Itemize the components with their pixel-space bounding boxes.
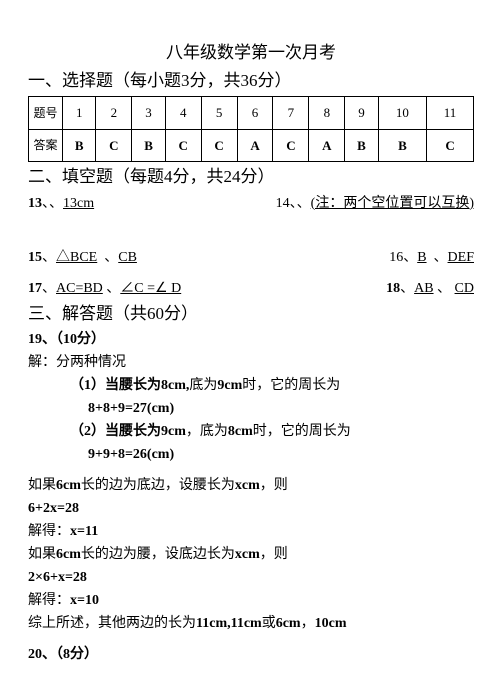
q17-num: 17 <box>28 281 42 296</box>
text: 、 <box>42 250 56 265</box>
q14-label: 14、、 <box>276 196 311 211</box>
num-cell: 1 <box>63 97 96 130</box>
num-cell: 11 <box>427 97 474 130</box>
header-cell: 题号 <box>29 97 63 130</box>
text: 、 <box>437 281 451 296</box>
ans-cell: B <box>63 129 96 162</box>
q17-ans1: AC=BD <box>56 281 103 296</box>
q15-num: 15 <box>28 250 42 265</box>
text: 、 <box>400 281 414 296</box>
num-cell: 8 <box>309 97 345 130</box>
q15-ans2: CB <box>118 250 137 265</box>
solve-2: 解得：x=10 <box>28 590 474 611</box>
para-1: 如果6cm长的边为底边，设腰长为xcm，则 <box>28 475 474 496</box>
case-1: （1）当腰长为8cm,底为9cm时，它的周长为 <box>28 375 474 396</box>
ans-cell: C <box>273 129 309 162</box>
q18-ans2: CD <box>455 281 474 296</box>
num-cell: 7 <box>273 97 309 130</box>
q16-label: 16、 <box>389 250 417 265</box>
num-cell: 9 <box>345 97 378 130</box>
eq-2: 2×6+x=28 <box>28 567 474 588</box>
q19-heading: 19、（10分） <box>28 329 474 350</box>
text: 、 <box>104 250 118 265</box>
header-cell: 答案 <box>29 129 63 162</box>
q14-note: (注：两个空位置可以互换) <box>311 196 474 211</box>
ans-cell: C <box>201 129 237 162</box>
ans-cell: A <box>309 129 345 162</box>
conclusion: 综上所述，其他两边的长为11cm,11cm或6cm，10cm <box>28 613 474 634</box>
ans-cell: A <box>237 129 273 162</box>
num-cell: 4 <box>165 97 201 130</box>
solution-label: 解：分两种情况 <box>28 352 474 373</box>
num-cell: 6 <box>237 97 273 130</box>
ans-cell: B <box>345 129 378 162</box>
case-1-calc: 8+8+9=27(cm) <box>28 398 474 419</box>
ans-cell: B <box>132 129 165 162</box>
ans-cell: C <box>165 129 201 162</box>
q13-ans: 13cm <box>63 196 94 211</box>
case-2: （2）当腰长为9cm，底为8cm时，它的周长为 <box>28 421 474 442</box>
text: 、 <box>42 281 56 296</box>
text: 、 <box>106 281 120 296</box>
q13-row: 13、、13cm 14、、(注：两个空位置可以互换) <box>28 193 474 214</box>
ans-cell: B <box>378 129 426 162</box>
ans-cell: C <box>427 129 474 162</box>
text: 、 <box>434 250 448 265</box>
text: 、、 <box>42 196 63 211</box>
section-1-heading: 一、选择题（每小题3分，共36分） <box>28 68 474 94</box>
q20-heading: 20、（8分） <box>28 644 474 665</box>
q16-ans1: B <box>417 250 426 265</box>
section-3-heading: 三、解答题（共60分） <box>28 301 474 327</box>
q18-num: 18 <box>386 281 400 296</box>
q17-row: 17、AC=BD 、∠C =∠ D 18、AB 、 CD <box>28 278 474 299</box>
para-2: 如果6cm长的边为腰，设底边长为xcm，则 <box>28 544 474 565</box>
q13-num: 13 <box>28 196 42 211</box>
q17-ans2: ∠C =∠ D <box>120 281 181 296</box>
case-2-calc: 9+9+8=26(cm) <box>28 444 474 465</box>
table-row: 题号 1 2 3 4 5 6 7 8 9 10 11 <box>29 97 474 130</box>
q15-ans1: △BCE <box>56 250 97 265</box>
section-2-heading: 二、填空题（每题4分，共24分） <box>28 164 474 190</box>
num-cell: 10 <box>378 97 426 130</box>
num-cell: 3 <box>132 97 165 130</box>
q16-ans2: DEF <box>448 250 474 265</box>
q18-ans1: AB <box>414 281 433 296</box>
q15-row: 15、△BCE 、CB 16、B 、DEF <box>28 247 474 268</box>
num-cell: 2 <box>96 97 132 130</box>
answer-table: 题号 1 2 3 4 5 6 7 8 9 10 11 答案 B C B C C … <box>28 96 474 162</box>
num-cell: 5 <box>201 97 237 130</box>
solve-1: 解得：x=11 <box>28 521 474 542</box>
eq-1: 6+2x=28 <box>28 498 474 519</box>
ans-cell: C <box>96 129 132 162</box>
page-title: 八年级数学第一次月考 <box>28 40 474 66</box>
table-row: 答案 B C B C C A C A B B C <box>29 129 474 162</box>
